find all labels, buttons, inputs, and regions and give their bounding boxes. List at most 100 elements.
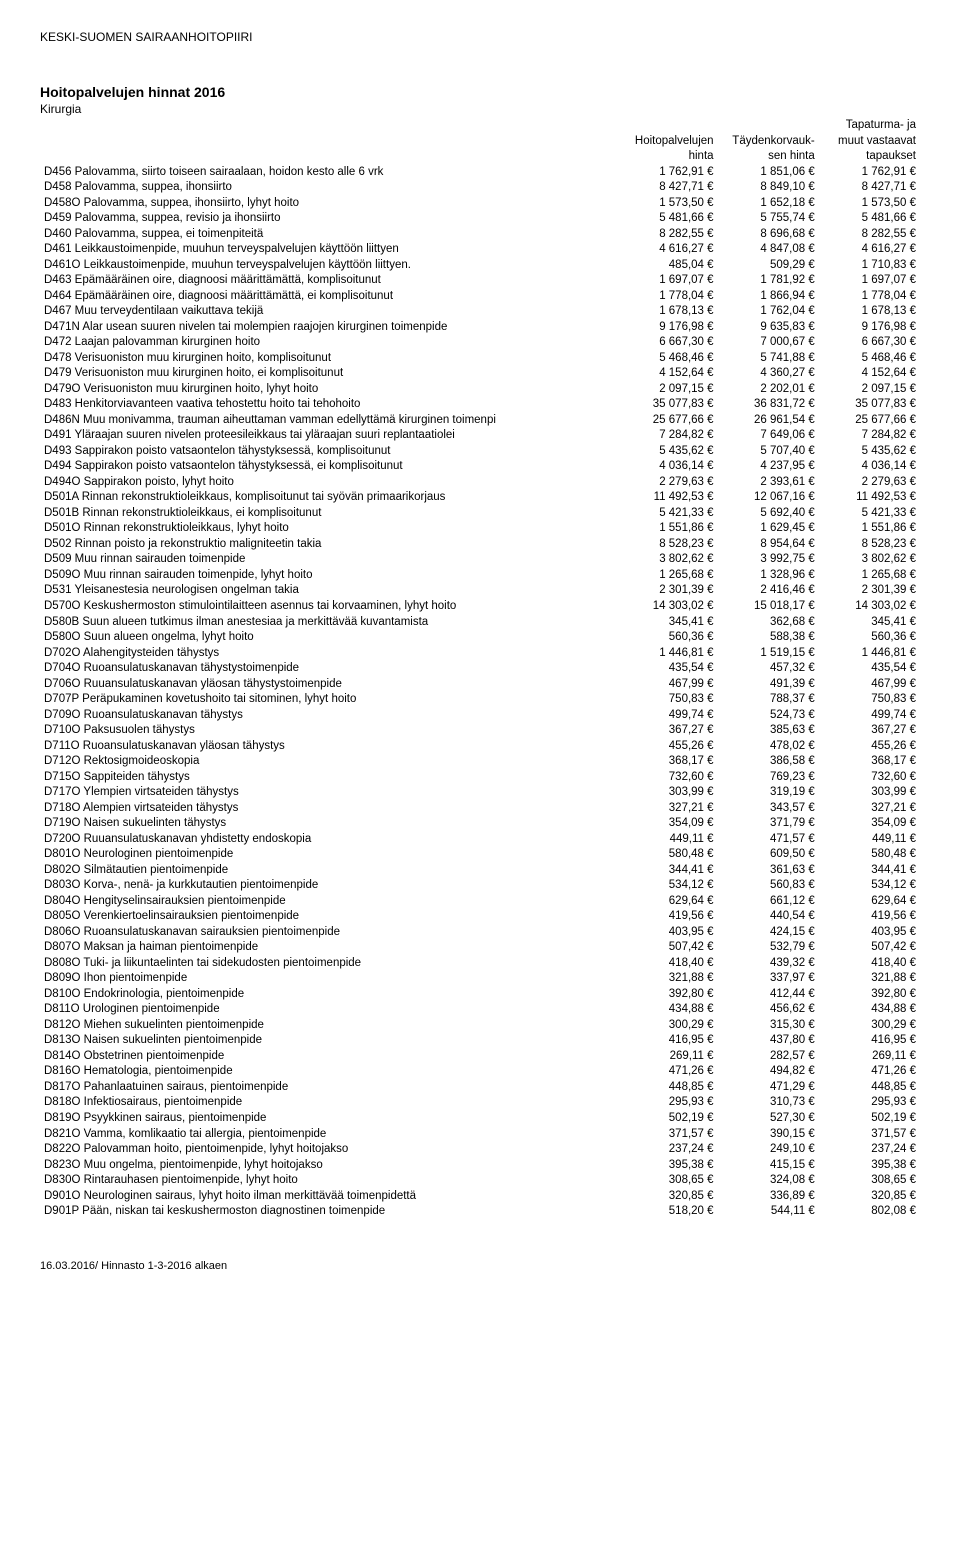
row-value: 629,64 € <box>616 894 717 910</box>
table-row: D483 Henkitorviavanteen vaativa tehostet… <box>40 397 920 413</box>
row-value: 661,12 € <box>718 894 819 910</box>
row-value: 418,40 € <box>819 956 920 972</box>
page-title: Hoitopalvelujen hinnat 2016 <box>40 84 920 100</box>
row-value: 300,29 € <box>819 1018 920 1034</box>
row-value: 1 446,81 € <box>616 646 717 662</box>
row-desc: D720O Ruuansulatuskanavan yhdistetty end… <box>40 832 616 848</box>
row-value: 361,63 € <box>718 863 819 879</box>
col-header: hinta <box>616 149 717 165</box>
row-value: 5 741,88 € <box>718 351 819 367</box>
row-value: 560,36 € <box>819 630 920 646</box>
row-value: 1 446,81 € <box>819 646 920 662</box>
row-value: 1 866,94 € <box>718 289 819 305</box>
row-value: 35 077,83 € <box>819 397 920 413</box>
row-value: 354,09 € <box>616 816 717 832</box>
row-value: 371,79 € <box>718 816 819 832</box>
row-value: 4 847,08 € <box>718 242 819 258</box>
row-desc: D814O Obstetrinen pientoimenpide <box>40 1049 616 1065</box>
row-value: 456,62 € <box>718 1002 819 1018</box>
row-desc: D494O Sappirakon poisto, lyhyt hoito <box>40 475 616 491</box>
row-value: 321,88 € <box>819 971 920 987</box>
table-row: D811O Urologinen pientoimenpide434,88 €4… <box>40 1002 920 1018</box>
row-desc: D463 Epämääräinen oire, diagnoosi määrit… <box>40 273 616 289</box>
table-row: D711O Ruoansulatuskanavan yläosan tähyst… <box>40 739 920 755</box>
row-value: 1 851,06 € <box>718 165 819 181</box>
col-header: tapaukset <box>819 149 920 165</box>
table-row: D804O Hengityselinsairauksien pientoimen… <box>40 894 920 910</box>
row-value: 12 067,16 € <box>718 490 819 506</box>
row-value: 732,60 € <box>616 770 717 786</box>
row-value: 1 781,92 € <box>718 273 819 289</box>
row-desc: D802O Silmätautien pientoimenpide <box>40 863 616 879</box>
row-value: 25 677,66 € <box>616 413 717 429</box>
row-value: 478,02 € <box>718 739 819 755</box>
row-value: 35 077,83 € <box>616 397 717 413</box>
row-value: 320,85 € <box>616 1189 717 1205</box>
row-value: 2 416,46 € <box>718 583 819 599</box>
table-row: D807O Maksan ja haiman pientoimenpide507… <box>40 940 920 956</box>
row-value: 8 282,55 € <box>616 227 717 243</box>
row-value: 308,65 € <box>616 1173 717 1189</box>
row-value: 320,85 € <box>819 1189 920 1205</box>
table-row: D580B Suun alueen tutkimus ilman anestes… <box>40 615 920 631</box>
row-value: 750,83 € <box>819 692 920 708</box>
row-desc: D817O Pahanlaatuinen sairaus, pientoimen… <box>40 1080 616 1096</box>
row-value: 467,99 € <box>819 677 920 693</box>
row-desc: D712O Rektosigmoideoskopia <box>40 754 616 770</box>
row-value: 345,41 € <box>616 615 717 631</box>
row-value: 308,65 € <box>819 1173 920 1189</box>
col-header: sen hinta <box>718 149 819 165</box>
row-value: 315,30 € <box>718 1018 819 1034</box>
row-value: 440,54 € <box>718 909 819 925</box>
row-value: 4 616,27 € <box>819 242 920 258</box>
row-desc: D458O Palovamma, suppea, ihonsiirto, lyh… <box>40 196 616 212</box>
row-value: 2 279,63 € <box>819 475 920 491</box>
row-value: 5 421,33 € <box>819 506 920 522</box>
table-row: D901P Pään, niskan tai keskushermoston d… <box>40 1204 920 1220</box>
row-value: 418,40 € <box>616 956 717 972</box>
row-desc: D467 Muu terveydentilaan vaikuttava teki… <box>40 304 616 320</box>
row-value: 588,38 € <box>718 630 819 646</box>
row-value: 249,10 € <box>718 1142 819 1158</box>
table-row: D704O Ruoansulatuskanavan tähystystoimen… <box>40 661 920 677</box>
table-row: D719O Naisen sukuelinten tähystys354,09 … <box>40 816 920 832</box>
table-row: D486N Muu monivamma, trauman aiheuttaman… <box>40 413 920 429</box>
row-value: 1 573,50 € <box>819 196 920 212</box>
row-value: 11 492,53 € <box>616 490 717 506</box>
row-value: 1 551,86 € <box>819 521 920 537</box>
table-row: D464 Epämääräinen oire, diagnoosi määrit… <box>40 289 920 305</box>
table-row: D458O Palovamma, suppea, ihonsiirto, lyh… <box>40 196 920 212</box>
row-value: 327,21 € <box>616 801 717 817</box>
row-value: 5 468,46 € <box>819 351 920 367</box>
row-desc: D509O Muu rinnan sairauden toimenpide, l… <box>40 568 616 584</box>
row-value: 36 831,72 € <box>718 397 819 413</box>
row-value: 524,73 € <box>718 708 819 724</box>
table-row: D718O Alempien virtsateiden tähystys327,… <box>40 801 920 817</box>
row-desc: D702O Alahengitysteiden tähystys <box>40 646 616 662</box>
row-value: 544,11 € <box>718 1204 819 1220</box>
row-desc: D821O Vamma, komlikaatio tai allergia, p… <box>40 1127 616 1143</box>
row-desc: D464 Epämääräinen oire, diagnoosi määrit… <box>40 289 616 305</box>
row-value: 509,29 € <box>718 258 819 274</box>
row-value: 534,12 € <box>819 878 920 894</box>
row-value: 534,12 € <box>616 878 717 894</box>
row-value: 1 551,86 € <box>616 521 717 537</box>
row-value: 5 421,33 € <box>616 506 717 522</box>
table-row: D458 Palovamma, suppea, ihonsiirto8 427,… <box>40 180 920 196</box>
row-value: 303,99 € <box>616 785 717 801</box>
row-desc: D810O Endokrinologia, pientoimenpide <box>40 987 616 1003</box>
row-value: 750,83 € <box>616 692 717 708</box>
row-desc: D715O Sappiteiden tähystys <box>40 770 616 786</box>
row-value: 1 265,68 € <box>819 568 920 584</box>
row-value: 7 284,82 € <box>616 428 717 444</box>
row-desc: D711O Ruoansulatuskanavan yläosan tähyst… <box>40 739 616 755</box>
row-value: 8 282,55 € <box>819 227 920 243</box>
row-value: 609,50 € <box>718 847 819 863</box>
row-desc: D461O Leikkaustoimenpide, muuhun terveys… <box>40 258 616 274</box>
row-value: 560,83 € <box>718 878 819 894</box>
table-row: D570O Keskushermoston stimulointilaittee… <box>40 599 920 615</box>
row-value: 769,23 € <box>718 770 819 786</box>
table-row: D463 Epämääräinen oire, diagnoosi määrit… <box>40 273 920 289</box>
row-value: 5 692,40 € <box>718 506 819 522</box>
row-desc: D808O Tuki- ja liikuntaelinten tai sidek… <box>40 956 616 972</box>
